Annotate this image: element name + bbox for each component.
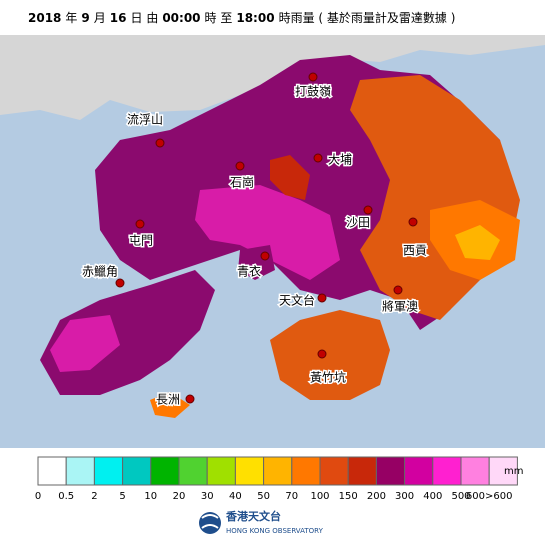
title-part: 年: [65, 11, 77, 25]
legend-label: 300: [395, 491, 414, 502]
map: [0, 35, 545, 448]
place-label: 石崗: [230, 176, 254, 190]
legend-swatch: [178, 456, 208, 486]
legend-swatch: [206, 456, 236, 486]
legend-swatch: [234, 456, 265, 486]
legend-label: 20: [173, 491, 186, 502]
place-label: 屯門: [129, 234, 153, 248]
legend-label: 200: [367, 491, 386, 502]
legend-swatch: [65, 456, 95, 486]
place-label: 流浮山: [127, 113, 163, 127]
place-label: 大埔: [328, 153, 352, 167]
legend-label: 0.5: [58, 491, 74, 502]
legend-swatch: [291, 456, 321, 486]
legend-label: 2: [91, 491, 97, 502]
place-label: 天文台: [279, 293, 315, 308]
legend-label: 5: [119, 491, 125, 502]
place-marker: [185, 394, 195, 404]
place-marker: [317, 293, 327, 303]
legend-label: 600>600: [466, 491, 513, 502]
legend-swatch: [319, 456, 349, 486]
title-part: 時 至: [205, 11, 233, 25]
title-part: 時雨量 ( 基於雨量計及雷達數據 ): [279, 10, 456, 25]
legend-label: 30: [201, 491, 214, 502]
legend-label: 500: [451, 491, 470, 502]
place-label: 西貢: [403, 244, 427, 258]
legend-swatch: [37, 456, 67, 486]
place-label: 將軍澳: [382, 299, 418, 314]
legend-label: 400: [423, 491, 442, 502]
title-part: 18:00: [236, 11, 274, 25]
place-marker: [308, 72, 318, 82]
legend-swatch: [488, 456, 518, 486]
title-part: 2018: [28, 11, 61, 25]
place-label: 沙田: [346, 216, 370, 230]
legend-unit: mm: [504, 466, 523, 477]
legend-label: 10: [144, 491, 157, 502]
place-marker: [393, 285, 403, 295]
legend-label: 0: [35, 491, 41, 502]
legend-label: 70: [285, 491, 298, 502]
logo-name: 香港天文台: [225, 509, 281, 523]
place-marker: [135, 219, 145, 229]
legend-label: 100: [310, 491, 329, 502]
place-marker: [408, 217, 418, 227]
place-label: 打鼓嶺: [295, 85, 331, 99]
place-marker: [313, 153, 323, 163]
legend-swatch: [150, 456, 180, 486]
legend-swatch: [347, 456, 377, 486]
place-marker: [317, 349, 327, 359]
legend-swatch: [122, 456, 152, 486]
place-label: 青衣: [237, 264, 261, 279]
logo-english: HONG KONG OBSERVATORY: [226, 527, 324, 535]
legend-swatch: [375, 456, 406, 486]
legend-label: 40: [229, 491, 242, 502]
place-marker: [363, 205, 373, 215]
legend-swatch: [93, 456, 124, 486]
place-marker: [155, 138, 165, 148]
legend-swatch: [460, 456, 490, 486]
place-label: 黃竹坑: [310, 370, 346, 385]
title: 2018 年 9 月 16 日 由 00:00 時 至 18:00 時雨量 ( 基於雨量計及雷達數…: [28, 10, 455, 25]
title-part: 9: [81, 11, 89, 25]
logo: 香港天文台 HONG KONG OBSERVATORY: [199, 509, 324, 535]
title-part: 00:00: [162, 11, 200, 25]
legend-label: 150: [339, 491, 358, 502]
title-part: 月: [94, 11, 106, 25]
place-label: 赤鱲角: [82, 265, 118, 279]
legend-swatch: [263, 456, 293, 486]
legend-label: 50: [257, 491, 270, 502]
title-part: 16: [110, 11, 127, 25]
title-part: 日 由: [131, 11, 159, 25]
place-marker: [260, 251, 270, 261]
legend-swatch: [432, 456, 462, 486]
place-marker: [115, 278, 125, 288]
legend-swatch: [404, 456, 434, 486]
place-marker: [235, 161, 245, 171]
place-label: 長洲: [156, 393, 180, 407]
